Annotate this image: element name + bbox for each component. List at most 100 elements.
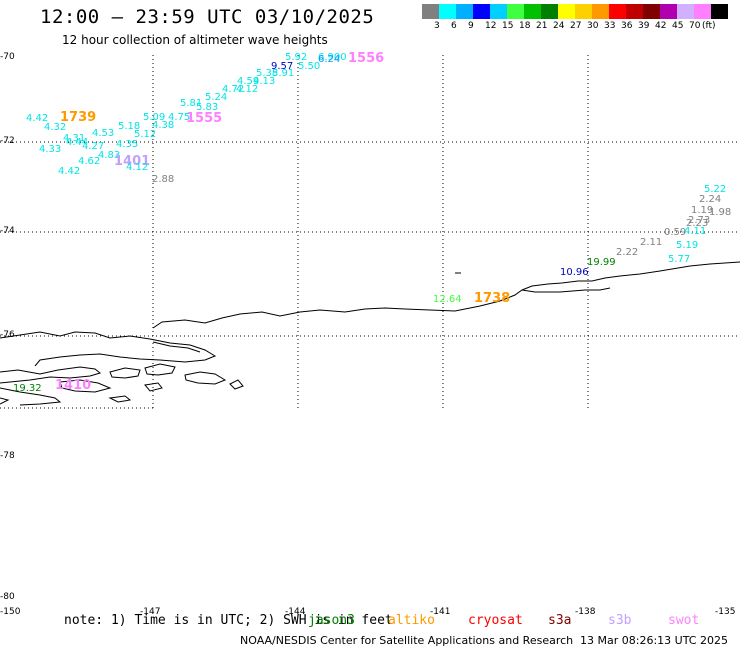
satellite-legend-item: altiko [388, 613, 435, 628]
satellite-legend-item: cryosat [468, 613, 523, 628]
wave-height-label: 4.44 [66, 137, 88, 148]
legend-swatch [456, 4, 473, 19]
satellite-legend-item: s3a [548, 613, 572, 628]
legend-swatch [609, 4, 626, 19]
legend-label: 27 [570, 21, 582, 31]
wave-height-label: 5.81 [180, 98, 202, 109]
legend-label: 45 [672, 21, 684, 31]
wave-height-label: 0.59 [664, 227, 686, 238]
legend-label: 36 [621, 21, 633, 31]
wave-height-label: 12.64 [433, 294, 462, 305]
wave-height-label: 4.13 [253, 76, 275, 87]
satellite-legend-item: swot [668, 613, 700, 628]
legend-swatch [490, 4, 507, 19]
legend-label: 70 [689, 21, 701, 31]
credit-text: NOAA/NESDIS Center for Satellite Applica… [240, 634, 574, 647]
satellite-legend-item: s3b [608, 613, 632, 628]
lon-tick-label: -141 [430, 607, 451, 617]
wave-height-label: 1.19 [691, 205, 713, 216]
wave-height-label: 2.88 [152, 174, 174, 185]
wave-height-label: 1401 [114, 154, 150, 169]
wave-height-label: 10.96 [560, 267, 589, 278]
wave-height-label: 1739 [60, 110, 96, 125]
wave-height-label: 4.72 [222, 84, 244, 95]
wave-height-label: 1556 [348, 51, 384, 66]
legend-swatch [473, 4, 490, 19]
wave-height-label: 6.900 [318, 52, 347, 63]
legend-swatch [558, 4, 575, 19]
lat-tick-label: -72 [0, 136, 15, 146]
page-subtitle: 12 hour collection of altimeter wave hei… [62, 33, 328, 47]
wave-height-label: 5.50 [298, 61, 320, 72]
wave-height-label: 2.24 [699, 194, 721, 205]
legend-label: 12 [485, 21, 497, 31]
wave-height-label: 4.31 [63, 133, 85, 144]
lat-tick-label: -76 [0, 330, 15, 340]
wave-height-label: 4.11 [684, 226, 706, 237]
wave-height-label: 2.73 [688, 215, 710, 226]
wave-height-label: 4.38 [152, 120, 174, 131]
wave-height-label: 2.22 [616, 247, 638, 258]
wave-height-label: 5.77 [668, 254, 690, 265]
legend-label: 30 [587, 21, 599, 31]
satellite-legend-item: jason3 [308, 613, 355, 628]
legend-label: 9 [468, 21, 474, 31]
legend-swatch [677, 4, 694, 19]
legend-swatch [575, 4, 592, 19]
wave-height-label: 4.53 [92, 128, 114, 139]
wave-height-label: 5.22 [704, 184, 726, 195]
wave-height-label: 1738 [474, 291, 510, 306]
wave-height-label: 2.11 [640, 237, 662, 248]
wave-height-label: 5.09 [143, 112, 165, 123]
timestamp-text: 13 Mar 08:26:13 UTC 2025 [580, 634, 728, 647]
wave-height-label: 4.59 [237, 76, 259, 87]
legend-swatch [694, 4, 711, 19]
legend-label: 21 [536, 21, 548, 31]
legend-label: 24 [553, 21, 565, 31]
legend-label: 33 [604, 21, 616, 31]
lon-tick-label: -150 [0, 607, 21, 617]
lon-tick-label: -144 [285, 607, 306, 617]
lon-tick-label: -135 [715, 607, 736, 617]
legend-swatch [507, 4, 524, 19]
legend-label: 15 [502, 21, 514, 31]
wave-height-label: 4.42 [58, 166, 80, 177]
color-legend [422, 4, 728, 19]
wave-height-label: 1.98 [709, 207, 731, 218]
legend-label: 3 [434, 21, 440, 31]
legend-label: 42 [655, 21, 667, 31]
wave-height-label: 4.83 [98, 150, 120, 161]
wave-height-label: 5.18 [118, 121, 140, 132]
wave-height-label: 9.57 [271, 61, 293, 72]
wave-height-label: 4.12 [126, 162, 148, 173]
legend-swatch [626, 4, 643, 19]
wave-height-label: 19.32 [13, 383, 42, 394]
wave-height-label: 6.24 [318, 54, 340, 65]
lon-tick-label: -147 [140, 607, 161, 617]
lat-tick-label: -78 [0, 451, 15, 461]
page-title: 12:00 – 23:59 UTC 03/10/2025 [40, 6, 375, 28]
lat-tick-label: -74 [0, 226, 15, 236]
wave-height-label: 4.32 [44, 122, 66, 133]
wave-height-label: 5.24 [205, 92, 227, 103]
wave-height-label: 4.33 [39, 144, 61, 155]
wave-height-label: 5.91 [272, 68, 294, 79]
wave-height-label: 5.12 [134, 129, 156, 140]
legend-swatch [541, 4, 558, 19]
wave-height-label: 2.23 [686, 218, 708, 229]
legend-label: (ft) [702, 21, 716, 31]
legend-label: 6 [451, 21, 457, 31]
wave-height-label: 4.12 [236, 84, 258, 95]
wave-height-label: 4.62 [78, 156, 100, 167]
wave-height-label: 5.83 [196, 102, 218, 113]
legend-label: 39 [638, 21, 650, 31]
wave-height-label: 5.38 [256, 68, 278, 79]
wave-height-labels: 5.92 6.900 15569.576.245.505.385.914.594.1… [13, 51, 731, 394]
wave-height-label: 1555 [186, 111, 222, 126]
legend-swatch [643, 4, 660, 19]
legend-swatch [711, 4, 728, 19]
wave-height-label: 4.75 [168, 112, 190, 123]
color-legend-labels: 3 6 9 12 15 18 21 24 27 30 33 36 39 42 45 70 (ft) [422, 21, 740, 33]
